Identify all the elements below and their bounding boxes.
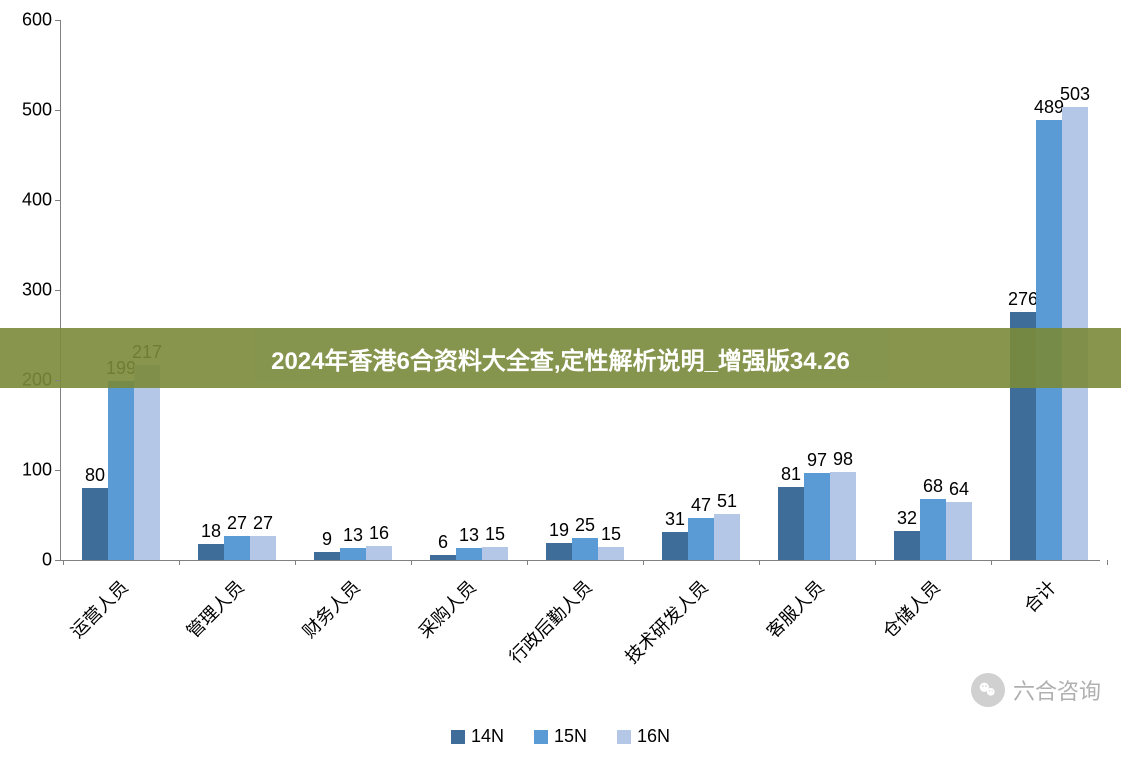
- bar: [198, 544, 224, 560]
- y-tick-mark: [55, 380, 60, 381]
- bar-value-label: 25: [575, 515, 595, 536]
- y-tick-mark: [55, 290, 60, 291]
- bar-value-label: 6: [438, 532, 448, 553]
- x-tick-mark: [1107, 560, 1108, 565]
- legend-swatch: [534, 730, 548, 744]
- bar-value-label: 276: [1008, 289, 1038, 310]
- legend-swatch: [617, 730, 631, 744]
- legend-label: 16N: [637, 726, 670, 747]
- y-tick-label: 400: [22, 190, 52, 211]
- bar: [946, 502, 972, 560]
- bar-value-label: 19: [549, 520, 569, 541]
- bar-value-label: 97: [807, 450, 827, 471]
- bar: [920, 499, 946, 560]
- bar-value-label: 27: [253, 513, 273, 534]
- bar: [830, 472, 856, 560]
- legend-label: 15N: [554, 726, 587, 747]
- x-tick-mark: [411, 560, 412, 565]
- chart-container: 0100200300400500600 80199217182727913166…: [0, 0, 1121, 757]
- legend-item: 14N: [451, 726, 504, 747]
- bar: [778, 487, 804, 560]
- x-category-label: 财务人员: [296, 574, 365, 643]
- legend-label: 14N: [471, 726, 504, 747]
- x-category-label: 技术研发人员: [619, 574, 714, 669]
- watermark-text: 六合咨询: [1013, 674, 1101, 706]
- bar: [134, 365, 160, 560]
- y-tick-label: 500: [22, 100, 52, 121]
- bar-value-label: 51: [717, 491, 737, 512]
- bar: [314, 552, 340, 560]
- bar-value-label: 64: [949, 479, 969, 500]
- bar: [430, 555, 456, 560]
- bar-value-label: 15: [485, 524, 505, 545]
- x-category-label: 仓储人员: [876, 574, 945, 643]
- y-tick-mark: [55, 200, 60, 201]
- legend: 14N 15N 16N: [0, 726, 1121, 747]
- bar: [662, 532, 688, 560]
- legend-item: 16N: [617, 726, 670, 747]
- x-tick-mark: [63, 560, 64, 565]
- bar: [224, 536, 250, 560]
- y-tick-label: 0: [42, 550, 52, 571]
- y-tick-mark: [55, 110, 60, 111]
- y-tick-mark: [55, 560, 60, 561]
- bar-value-label: 47: [691, 495, 711, 516]
- x-tick-mark: [759, 560, 760, 565]
- x-tick-mark: [527, 560, 528, 565]
- x-category-label: 合计: [1018, 574, 1062, 618]
- bar: [456, 548, 482, 560]
- bar: [546, 543, 572, 560]
- bar-value-label: 13: [343, 525, 363, 546]
- bar-value-label: 98: [833, 449, 853, 470]
- overlay-banner: 2024年香港6合资料大全查,定性解析说明_增强版34.26: [0, 328, 1121, 388]
- bar: [804, 473, 830, 560]
- bar-value-label: 27: [227, 513, 247, 534]
- bar-value-label: 13: [459, 525, 479, 546]
- bar: [572, 538, 598, 561]
- bar-value-label: 18: [201, 521, 221, 542]
- bar: [340, 548, 366, 560]
- bar: [250, 536, 276, 560]
- y-tick-mark: [55, 20, 60, 21]
- bar: [688, 518, 714, 560]
- x-tick-mark: [295, 560, 296, 565]
- bar: [108, 381, 134, 560]
- bar-value-label: 68: [923, 476, 943, 497]
- bar-value-label: 9: [322, 529, 332, 550]
- watermark: 六合咨询: [971, 673, 1101, 707]
- bar-value-label: 16: [369, 523, 389, 544]
- x-category-label: 客服人员: [760, 574, 829, 643]
- bar-value-label: 81: [781, 464, 801, 485]
- legend-swatch: [451, 730, 465, 744]
- bar-value-label: 80: [85, 465, 105, 486]
- y-tick-mark: [55, 470, 60, 471]
- y-axis: 0100200300400500600: [0, 20, 60, 560]
- x-category-label: 行政后勤人员: [503, 574, 598, 669]
- x-tick-mark: [179, 560, 180, 565]
- bar: [598, 547, 624, 561]
- x-category-label: 运营人员: [64, 574, 133, 643]
- bar-value-label: 32: [897, 508, 917, 529]
- x-tick-mark: [643, 560, 644, 565]
- y-tick-label: 100: [22, 460, 52, 481]
- overlay-banner-text: 2024年香港6合资料大全查,定性解析说明_增强版34.26: [271, 341, 850, 376]
- x-category-label: 采购人员: [412, 574, 481, 643]
- y-tick-label: 600: [22, 10, 52, 31]
- x-category-label: 管理人员: [180, 574, 249, 643]
- bar-value-label: 31: [665, 509, 685, 530]
- bar: [82, 488, 108, 560]
- x-axis-line: [60, 560, 1100, 561]
- x-tick-mark: [991, 560, 992, 565]
- plot-area: 8019921718272791316613151925153147518197…: [60, 20, 1100, 560]
- legend-item: 15N: [534, 726, 587, 747]
- bar: [482, 547, 508, 561]
- bar-value-label: 15: [601, 524, 621, 545]
- y-tick-label: 300: [22, 280, 52, 301]
- bar: [894, 531, 920, 560]
- x-tick-mark: [875, 560, 876, 565]
- bar: [714, 514, 740, 560]
- wechat-icon: [971, 673, 1005, 707]
- bar: [366, 546, 392, 560]
- bar-value-label: 503: [1060, 84, 1090, 105]
